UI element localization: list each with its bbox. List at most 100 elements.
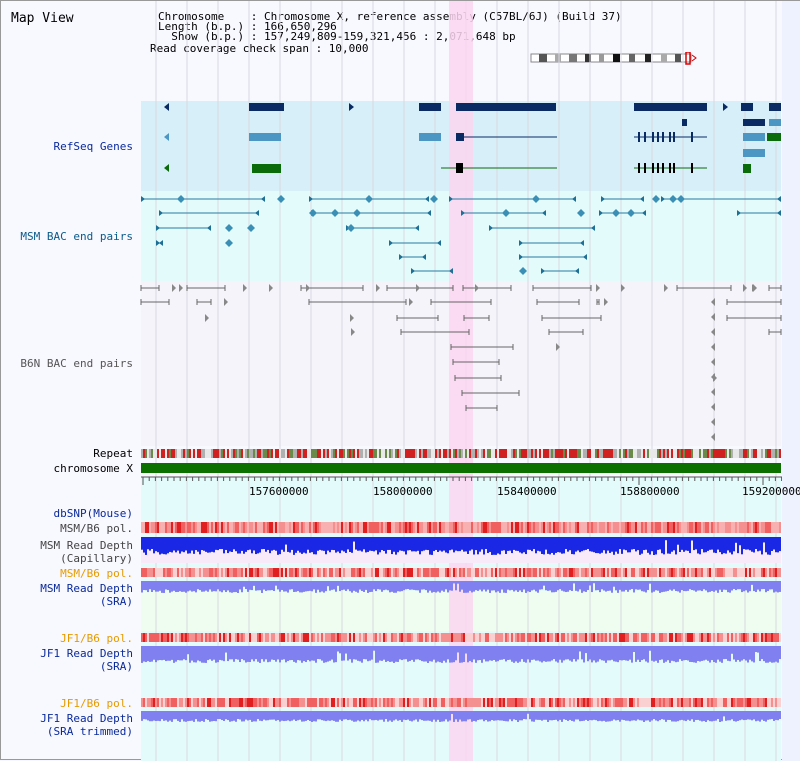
jf1-read-depth-sra-bar <box>231 646 233 660</box>
repeat-feature <box>203 449 205 458</box>
jf1-read-depth-sra-bar <box>337 646 339 652</box>
msm-read-depth-sra-bar <box>779 581 781 592</box>
jf1-b6-pol-bar-2 <box>531 698 533 707</box>
jf1-read-depth-trim-bar <box>585 711 587 720</box>
jf1-read-depth-sra-bar <box>621 646 623 661</box>
jf1-read-depth-sra-bar <box>239 646 241 663</box>
msm-b6-pol-bar <box>407 522 409 533</box>
bac-end-icon <box>519 254 523 260</box>
msm-read-depth-sra-bar <box>607 581 609 591</box>
gene-feature <box>743 133 765 141</box>
msm-read-depth-sra-bar <box>727 581 729 593</box>
repeat-feature <box>305 449 307 458</box>
jf1-b6-pol-bar-2 <box>391 698 393 707</box>
track-label-b6n-bac[interactable]: B6N BAC end pairs <box>20 357 133 370</box>
msm-b6-pol-bar <box>185 522 187 533</box>
jf1-read-depth-sra-bar <box>489 646 491 661</box>
msm-read-depth-sra-bar <box>371 581 373 592</box>
jf1-read-depth-sra-bar <box>153 646 155 660</box>
msm-b6-pol-bar-2 <box>147 568 149 577</box>
bac-end-icon <box>601 196 605 202</box>
repeat-feature <box>711 449 713 458</box>
jf1-read-depth-trim-bar <box>215 711 217 722</box>
msm-b6-pol-bar <box>175 522 177 533</box>
jf1-read-depth-sra-bar <box>547 646 549 662</box>
msm-b6-pol-bar-2 <box>295 568 297 577</box>
msm-b6-pol-bar <box>389 522 391 533</box>
msm-read-depth-cap-bar <box>515 537 517 551</box>
jf1-read-depth-sra-bar <box>329 646 331 661</box>
msm-b6-pol-bar-2 <box>171 568 173 577</box>
track-label-refseq[interactable]: RefSeq Genes <box>53 140 133 153</box>
msm-b6-pol-bar-2 <box>633 568 635 577</box>
jf1-read-depth-sra-bar <box>323 646 325 663</box>
jf1-b6-pol-bar <box>343 633 345 642</box>
msm-read-depth-cap-bar <box>739 537 741 546</box>
gene-feature <box>252 164 281 173</box>
jf1-read-depth-sra-bar <box>497 646 499 662</box>
track-label-msm-bac[interactable]: MSM BAC end pairs <box>20 230 133 243</box>
repeat-feature <box>329 449 331 458</box>
gene-arrow-icon <box>164 133 169 141</box>
jf1-read-depth-trim-bar <box>589 711 591 721</box>
msm-b6-pol-bar <box>599 522 601 533</box>
msm-read-depth-sra-bar <box>483 581 485 590</box>
jf1-b6-pol-bar <box>565 633 567 642</box>
msm-read-depth-sra-bar <box>581 581 583 593</box>
repeat-feature <box>751 449 753 458</box>
msm-read-depth-sra-bar <box>477 581 479 591</box>
jf1-b6-pol-bar <box>483 633 485 642</box>
bac-end-icon <box>389 240 393 246</box>
jf1-b6-pol-bar-2 <box>607 698 609 707</box>
repeat-feature <box>313 449 315 458</box>
jf1-b6-pol-bar <box>719 633 721 642</box>
jf1-read-depth-sra-bar <box>499 646 501 660</box>
repeat-feature <box>545 449 547 458</box>
msm-b6-pol-bar-2 <box>741 568 743 577</box>
repeat-feature <box>553 449 555 458</box>
track-label-dbsnp[interactable]: dbSNP(Mouse) <box>53 507 133 520</box>
msm-b6-pol-bar <box>471 522 473 533</box>
msm-b6-pol-bar-2 <box>753 568 755 577</box>
msm-read-depth-cap-bar <box>557 537 559 553</box>
msm-read-depth-cap-bar <box>413 537 415 552</box>
msm-b6-pol-bar <box>181 522 183 533</box>
repeat-feature <box>227 449 229 458</box>
msm-read-depth-cap-bar <box>597 537 599 554</box>
msm-b6-pol-bar-2 <box>319 568 321 577</box>
msm-read-depth-cap-bar <box>371 537 373 551</box>
repeat-feature <box>685 449 687 458</box>
jf1-b6-pol-bar <box>347 633 349 642</box>
jf1-read-depth-sra-bar <box>511 646 513 662</box>
msm-b6-pol-bar-2 <box>339 568 341 577</box>
repeat-feature <box>715 449 717 458</box>
jf1-b6-pol-bar-2 <box>207 698 209 707</box>
repeat-feature <box>529 449 531 458</box>
msm-b6-pol-bar <box>775 522 777 533</box>
jf1-b6-pol-bar <box>171 633 173 642</box>
gene-arrow-icon <box>164 103 169 111</box>
repeat-feature <box>251 449 253 458</box>
msm-b6-pol-bar <box>485 522 487 533</box>
msm-read-depth-sra-bar <box>389 581 391 593</box>
jf1-b6-pol-bar <box>251 633 253 642</box>
msm-b6-pol-bar <box>695 522 697 533</box>
jf1-read-depth-sra-bar <box>441 646 443 663</box>
jf1-read-depth-trim-bar <box>387 711 389 722</box>
repeat-feature <box>207 449 209 458</box>
jf1-read-depth-trim-bar <box>609 711 611 722</box>
msm-b6-pol-bar-2 <box>199 568 201 577</box>
jf1-read-depth-sra-bar <box>683 646 685 661</box>
jf1-b6-pol-bar-2 <box>745 698 747 707</box>
jf1-read-depth-sra-bar <box>673 646 675 662</box>
msm-read-depth-cap-bar <box>549 537 551 555</box>
jf1-read-depth-trim-bar <box>279 711 281 722</box>
chromosome-ideogram[interactable] <box>529 52 699 66</box>
repeat-feature <box>769 449 771 458</box>
jf1-b6-pol-bar-2 <box>351 698 353 707</box>
msm-read-depth-cap-bar <box>169 537 171 552</box>
msm-b6-pol-bar-2 <box>375 568 377 577</box>
msm-b6-pol-bar <box>719 522 721 533</box>
jf1-b6-pol-bar <box>691 633 693 642</box>
